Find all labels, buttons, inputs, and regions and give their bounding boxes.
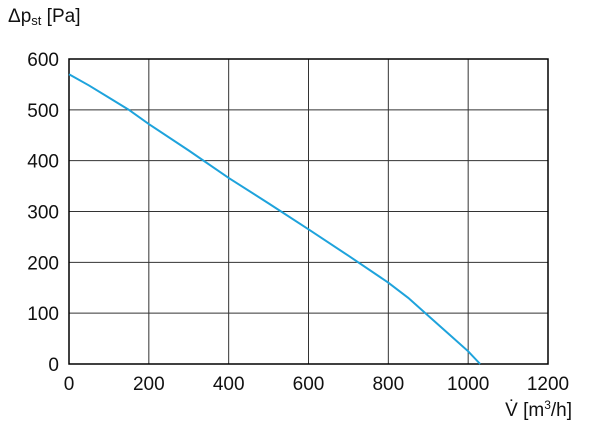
y-tick-label: 100 bbox=[27, 304, 59, 325]
x-label-main: V̇ [m bbox=[505, 400, 544, 421]
x-tick-label: 200 bbox=[133, 374, 165, 395]
y-label-subscript: st bbox=[31, 13, 42, 28]
x-tick-label: 1200 bbox=[527, 374, 569, 395]
y-axis-label: Δpst [Pa] bbox=[8, 6, 80, 28]
y-tick-label: 500 bbox=[27, 101, 59, 122]
y-label-unit: [Pa] bbox=[41, 6, 80, 27]
x-label-superscript: 3 bbox=[544, 398, 551, 412]
x-tick-label: 400 bbox=[213, 374, 245, 395]
x-axis-label: V̇ [m3/h] bbox=[505, 398, 572, 421]
y-tick-label: 400 bbox=[27, 152, 59, 173]
x-tick-label: 800 bbox=[372, 374, 404, 395]
y-tick-label: 0 bbox=[48, 355, 59, 376]
x-tick-label: 600 bbox=[293, 374, 325, 395]
y-tick-label: 200 bbox=[27, 253, 59, 274]
x-tick-label: 1000 bbox=[447, 374, 489, 395]
x-label-unit: /h] bbox=[551, 400, 572, 421]
y-label-symbol: Δp bbox=[8, 6, 31, 27]
plot-frame bbox=[68, 58, 549, 365]
curve bbox=[68, 73, 481, 365]
y-tick-label: 300 bbox=[27, 203, 59, 224]
y-tick-label: 600 bbox=[27, 50, 59, 71]
x-tick-label: 0 bbox=[64, 374, 75, 395]
